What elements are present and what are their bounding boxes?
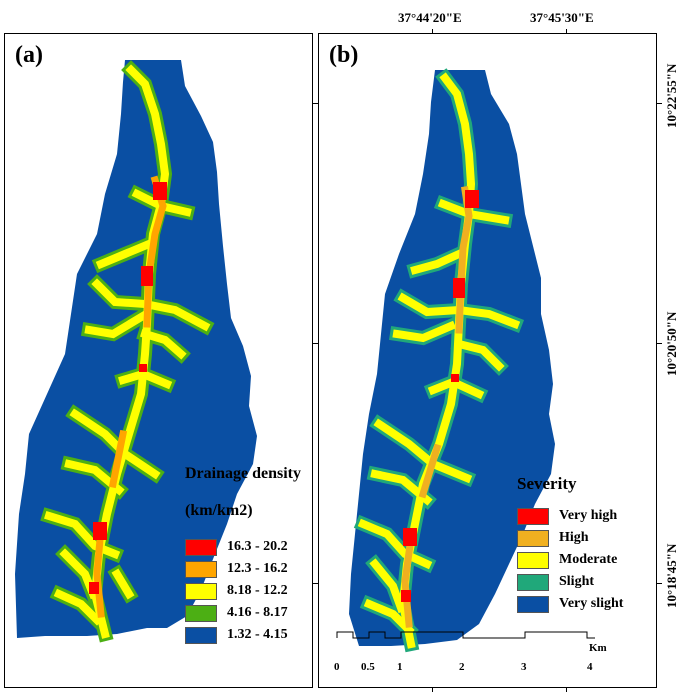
legend-swatch (185, 582, 217, 600)
scale-label-2: 2 (459, 661, 465, 673)
legend-label: Slight (559, 574, 595, 589)
legend-swatch (517, 595, 549, 613)
legend-swatch (185, 626, 217, 644)
longitude-tick (432, 29, 433, 35)
severity-legend: Severity Very high High Moderate Slight … (517, 474, 655, 615)
latitude-tick (313, 583, 318, 584)
legend-b-row: Slight (517, 571, 655, 593)
latitude-tick (313, 103, 318, 104)
legend-label: Moderate (559, 552, 618, 567)
panel-drainage-density: (a) Drainage density (km/km2) 16.3 - 20.… (4, 33, 313, 688)
legend-a-row: 16.3 - 20.2 (185, 536, 313, 558)
longitude-label-2: 37°45'30"E (530, 10, 594, 25)
latitude-tick (657, 103, 662, 104)
hotspots (89, 182, 167, 594)
legend-a-unit: (km/km2) (185, 502, 253, 519)
longitude-tick (566, 29, 567, 35)
legend-swatch (517, 551, 549, 569)
latitude-tick (657, 583, 662, 584)
latitude-label-1: 10°22'55"N (664, 63, 679, 128)
legend-label: 8.18 - 12.2 (227, 583, 288, 598)
legend-swatch (185, 538, 217, 556)
panel-b-label: (b) (329, 42, 359, 68)
longitude-tick (566, 686, 567, 692)
legend-a-row: 12.3 - 16.2 (185, 558, 313, 580)
scale-label-3: 3 (521, 661, 527, 673)
longitude-tick (432, 686, 433, 692)
severity-stream-network (353, 68, 525, 653)
legend-a-title: Drainage density (185, 465, 301, 482)
longitude-label-1: 37°44'20"E (398, 10, 462, 25)
scale-label-1: 1 (397, 661, 403, 673)
panel-severity: (b) Severity Very high High Moderate Sli… (318, 33, 657, 688)
legend-b-row: Very slight (517, 593, 655, 615)
watershed-area (15, 60, 257, 638)
drainage-density-map (15, 60, 257, 643)
drainage-density-legend: Drainage density (km/km2) 16.3 - 20.2 12… (185, 464, 313, 646)
legend-label: 4.16 - 8.17 (227, 605, 288, 620)
legend-label: 12.3 - 16.2 (227, 561, 288, 576)
severity-hotspots (401, 190, 479, 602)
legend-label: 16.3 - 20.2 (227, 539, 288, 554)
legend-a-row: 1.32 - 4.15 (185, 624, 313, 646)
latitude-tick (313, 343, 318, 344)
latitude-label-2: 10°20'50"N (664, 311, 679, 376)
legend-b-title: Severity (517, 474, 577, 493)
legend-swatch (517, 529, 549, 547)
legend-a-row: 4.16 - 8.17 (185, 602, 313, 624)
severity-map (336, 68, 595, 653)
latitude-label-3: 10°18'45"N (664, 543, 679, 608)
legend-b-row: Moderate (517, 549, 655, 571)
legend-label: Very high (559, 508, 618, 523)
scale-label-0-5: 0.5 (361, 661, 375, 673)
scale-bar (336, 631, 595, 639)
latitude-tick (657, 343, 662, 344)
legend-swatch (517, 507, 549, 525)
scale-label-0: 0 (334, 661, 340, 673)
legend-label: 1.32 - 4.15 (227, 627, 288, 642)
scale-label-4: 4 (587, 661, 593, 673)
legend-swatch (185, 560, 217, 578)
legend-swatch (517, 573, 549, 591)
legend-b-row: High (517, 527, 655, 549)
scale-unit: Km (589, 642, 607, 654)
legend-label: High (559, 530, 589, 545)
panel-a-label: (a) (15, 42, 43, 68)
legend-label: Very slight (559, 596, 624, 611)
legend-a-row: 8.18 - 12.2 (185, 580, 313, 602)
legend-b-row: Very high (517, 505, 655, 527)
legend-swatch (185, 604, 217, 622)
